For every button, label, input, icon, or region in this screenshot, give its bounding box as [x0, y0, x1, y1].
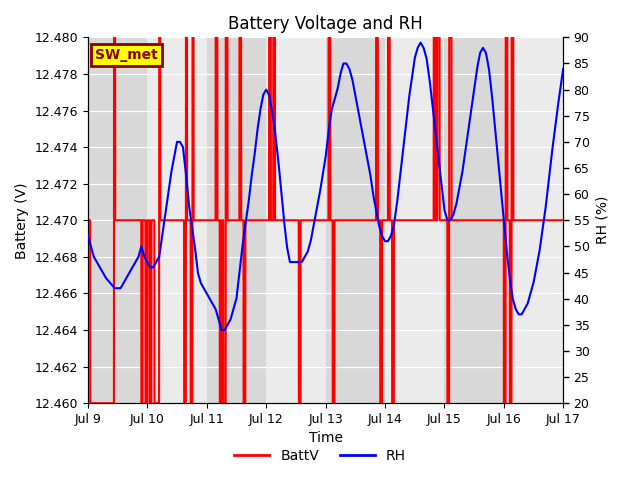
Bar	[147, 37, 207, 403]
Y-axis label: Battery (V): Battery (V)	[15, 182, 29, 259]
Y-axis label: RH (%): RH (%)	[595, 196, 609, 244]
Legend: BattV, RH: BattV, RH	[229, 443, 411, 468]
Bar	[385, 37, 444, 403]
X-axis label: Time: Time	[308, 432, 342, 445]
Bar	[504, 37, 563, 403]
Title: Battery Voltage and RH: Battery Voltage and RH	[228, 15, 423, 33]
Bar	[207, 37, 266, 403]
Bar	[444, 37, 504, 403]
Text: SW_met: SW_met	[95, 48, 158, 62]
Bar	[88, 37, 147, 403]
Bar	[326, 37, 385, 403]
Bar	[266, 37, 326, 403]
